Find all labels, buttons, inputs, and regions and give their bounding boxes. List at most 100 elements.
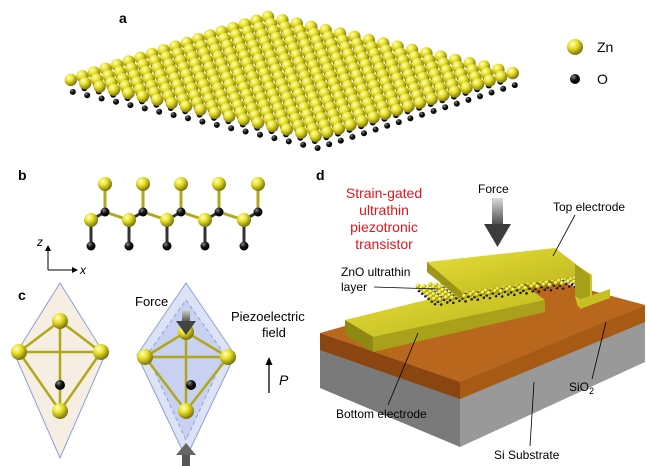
zn-atom: [440, 292, 446, 298]
zn-atom: [179, 100, 193, 113]
zn-atom: [437, 89, 450, 102]
o-atom: [242, 128, 249, 135]
zn-atom: [309, 129, 322, 143]
o-atom: [452, 301, 455, 305]
zn-atom: [415, 283, 421, 289]
o-atom: [445, 301, 449, 304]
o-atom: [141, 105, 148, 112]
o-atom: [433, 302, 437, 306]
o-atom: [511, 82, 518, 89]
si-substrate-label: Si Substrate: [494, 448, 560, 462]
o-atom: [100, 207, 110, 217]
o-atom: [162, 241, 172, 251]
zn-atom: [402, 100, 415, 113]
top-electrode-label: Top electrode: [553, 200, 625, 214]
zn-atom: [266, 119, 279, 133]
zn-atom: [480, 290, 486, 295]
zn-atom: [151, 93, 164, 106]
panel-label-c: c: [18, 287, 26, 303]
zn-atom: [449, 295, 455, 301]
title-line1: Strain-gated: [346, 185, 422, 201]
panel-label-d: d: [316, 167, 325, 183]
zn-atom: [64, 73, 78, 87]
bottom-electrode-leader: [387, 332, 419, 406]
o-atom: [300, 141, 307, 148]
zn-atom: [422, 288, 427, 294]
legend-o-label: O: [597, 71, 608, 87]
zn-atom: [237, 213, 251, 227]
piezo-field-label-line2: field: [262, 325, 286, 340]
o-atom: [567, 285, 571, 288]
o-atom: [257, 131, 263, 138]
o-atom: [176, 207, 186, 217]
zn-atom: [220, 349, 236, 365]
zn-atom: [462, 293, 467, 299]
o-atom: [213, 121, 220, 128]
o-atom: [55, 380, 65, 390]
zn-atom: [212, 177, 226, 191]
title-line3: piezotronic: [350, 219, 418, 235]
zn-atom: [390, 103, 403, 117]
zn-atom: [448, 85, 461, 98]
zn-atom: [428, 294, 434, 299]
force-arrow-d: [484, 198, 511, 247]
zn-atom: [367, 111, 380, 124]
o-atom: [384, 122, 391, 129]
zn-atom: [355, 115, 369, 128]
axis-indicator: z x: [36, 235, 87, 277]
force-label-d: Force: [478, 182, 509, 196]
zn-atom: [529, 283, 534, 289]
zn-atom: [251, 177, 265, 191]
zn-atom: [136, 177, 150, 191]
o-atom: [372, 126, 379, 133]
o-atom: [500, 85, 507, 92]
title-line2: ultrathin: [359, 202, 409, 218]
o-atom: [156, 108, 163, 115]
piezo-field-label-line1: Piezoelectric: [231, 309, 305, 324]
zn-atom: [474, 292, 480, 297]
o-atom: [482, 296, 486, 299]
zn-atom: [332, 122, 345, 135]
zn-atom: [84, 213, 98, 227]
zn-atom: [79, 77, 92, 90]
zno-monolayer-sheet: [64, 10, 519, 151]
zn-atom: [174, 177, 188, 191]
o-atom: [555, 286, 559, 290]
zn-atom: [541, 282, 547, 287]
o-atom: [395, 119, 402, 126]
zn-atom: [427, 282, 433, 287]
o-atom: [239, 241, 249, 251]
o-atom: [419, 111, 425, 118]
bonds: [89, 184, 260, 246]
sio2-label: SiO2: [569, 380, 594, 396]
sio2-layer: [320, 274, 645, 399]
panel-label-b: b: [18, 167, 27, 183]
zn-atom: [460, 81, 473, 95]
o-atom: [439, 303, 443, 306]
zn-atom: [547, 282, 553, 288]
zn-atom: [468, 291, 473, 297]
o-atom: [513, 293, 516, 297]
zn-atom: [498, 289, 504, 294]
unstrained-tetrahedron: [11, 282, 109, 460]
o-atom: [464, 299, 467, 303]
zn-atom: [194, 103, 207, 116]
sio2-subscript: 2: [589, 386, 594, 396]
o-atom: [531, 289, 534, 293]
o-atom: [488, 296, 492, 300]
zn-atom: [517, 285, 522, 291]
zn-atom: [510, 287, 516, 293]
zn-atom: [321, 126, 334, 139]
zn-atom: [431, 284, 436, 290]
o-atom: [253, 207, 263, 217]
o-atom: [113, 98, 119, 105]
zn-atom: [165, 96, 178, 110]
o-atom: [69, 88, 76, 95]
zn-atom: [295, 126, 308, 139]
side-view-atom-chain: [84, 177, 265, 251]
zn-atom: [136, 90, 149, 103]
zno-label-line1: ZnO ultrathin: [341, 265, 410, 279]
o-atom: [349, 133, 356, 140]
o-atom: [199, 118, 206, 125]
o-atom: [561, 287, 565, 290]
